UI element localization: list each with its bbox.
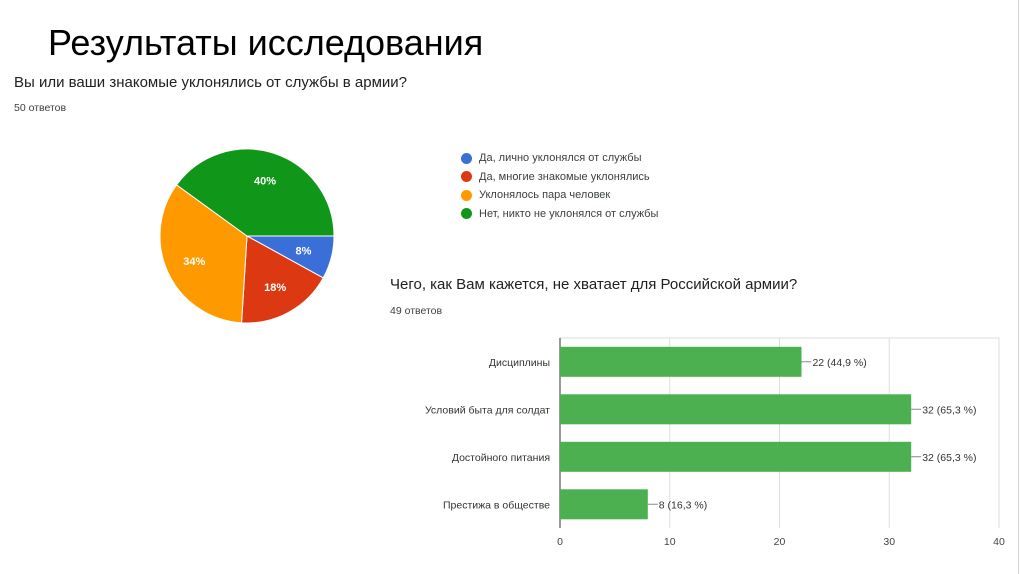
bar [560,346,802,377]
bar-tick-label: 10 [664,536,676,548]
pie-slice-label: 34% [183,256,205,268]
pie-slice [241,235,324,324]
bar-value-label: 32 (65,3 %) [922,404,976,416]
pie-slice-label: 8% [296,246,312,258]
pie-slice-label: 40% [254,176,276,188]
bar-value-label: 8 (16,3 %) [659,499,707,511]
bar-tick-label: 30 [883,536,895,548]
bar [560,489,648,520]
bar-tick-label: 0 [557,536,563,548]
legend-swatch [461,152,472,164]
pie-slice [159,184,248,324]
bar-tick-label: 20 [774,536,786,548]
legend-label: Нет, никто не уклонялся от службы [479,207,659,220]
question-1-response-count: 50 ответов [14,102,67,114]
legend-item: Уклонялось пара человек [461,186,658,205]
legend-item: Да, лично уклонялся от службы [461,149,658,168]
bar-value-label: 22 (44,9 %) [812,357,866,369]
bar [560,394,912,425]
legend-item: Да, многие знакомые уклонялись [461,168,658,187]
bar-tick-label: 40 [993,536,1005,548]
legend-swatch [461,208,472,220]
legend-label: Да, многие знакомые уклонялись [479,170,650,183]
pie-slice-label: 18% [264,282,286,294]
bar-value-label: 32 (65,3 %) [922,452,976,464]
bar-category-label: Престижа в обществе [443,499,550,511]
question-2-title: Чего, как Вам кажется, не хватает для Ро… [390,276,798,293]
legend-label: Да, лично уклонялся от службы [479,152,642,165]
pie-legend: Да, лично уклонялся от службы Да, многие … [461,149,658,223]
legend-swatch [461,189,472,201]
question-2-response-count: 49 ответов [390,305,443,317]
question-1-title: Вы или ваши знакомые уклонялись от служб… [14,74,407,91]
legend-label: Уклонялось пара человек [479,189,611,202]
bar-category-label: Дисциплины [489,357,550,369]
slide-edge-divider [1018,0,1019,574]
bar [560,441,912,472]
legend-swatch [461,171,472,183]
bar-category-label: Достойного питания [452,452,550,464]
slide-title: Результаты исследования [48,22,484,63]
pie-slice [175,148,335,237]
legend-item: Нет, никто не уклонялся от службы [461,205,658,224]
bar-category-label: Условий быта для солдат [425,404,550,416]
